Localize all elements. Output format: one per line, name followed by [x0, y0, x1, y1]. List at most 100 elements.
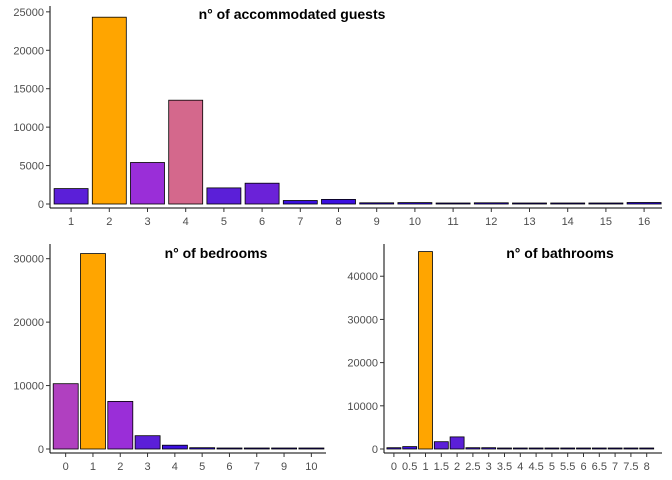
- y-tick-label: 10000: [347, 401, 378, 413]
- x-tick-label: 6: [259, 216, 265, 228]
- y-tick-label: 30000: [13, 254, 44, 266]
- y-tick-label: 30000: [347, 314, 378, 326]
- bar: [544, 447, 560, 450]
- x-tick-label: 0: [63, 461, 69, 473]
- x-tick-label: 7: [297, 216, 303, 228]
- x-tick-label: 8: [644, 461, 650, 473]
- panel-bedrooms: n° of bedrooms 0 10000 20000 30000 0 1 2 3 4 5 6 7 9…: [13, 244, 326, 473]
- panel-accommodated-guests: n° of accommodated guests 0 5000 10000 1500…: [13, 6, 662, 228]
- x-tick-label: 4.5: [528, 461, 543, 473]
- bar: [397, 202, 433, 205]
- bar: [497, 447, 512, 450]
- x-tick-label: 11: [447, 216, 458, 228]
- panel-bathrooms: n° of bathrooms 0 10000 20000 30000 40000 0 0.…: [347, 244, 662, 473]
- bar: [53, 188, 89, 205]
- bar: [560, 447, 576, 450]
- panel-title: n° of accommodated guests: [199, 6, 386, 22]
- y-tick-label: 10000: [13, 381, 44, 393]
- x-tick-label: 4: [183, 216, 189, 228]
- x-tick-label: 10: [305, 461, 317, 473]
- x-tick-label: 1: [68, 216, 74, 228]
- bar: [321, 198, 356, 205]
- x-tick-label: 7: [254, 461, 260, 473]
- x-tick-label: 4: [517, 461, 523, 473]
- bar: [206, 187, 242, 205]
- panel-title: n° of bathrooms: [506, 245, 614, 261]
- x-tick-label: 9: [374, 216, 380, 228]
- x-tick-label: 5.5: [560, 461, 575, 473]
- y-tick-label: 20000: [13, 317, 44, 329]
- x-tick-label: 16: [638, 216, 650, 228]
- bar: [386, 447, 402, 450]
- x-tick-label: 10: [409, 216, 421, 228]
- x-tick-label: 2: [106, 216, 112, 228]
- bar: [623, 447, 639, 450]
- x-tick-label: 13: [523, 216, 535, 228]
- bar: [528, 447, 544, 450]
- bar: [216, 447, 243, 450]
- bar: [271, 447, 298, 450]
- bar: [359, 202, 395, 205]
- x-tick-label: 12: [485, 216, 497, 228]
- y-tick-label: 20000: [13, 45, 44, 57]
- x-tick-label: 2.5: [465, 461, 480, 473]
- bar: [298, 447, 325, 450]
- bar: [107, 400, 134, 450]
- bar: [134, 435, 161, 450]
- x-tick-label: 2: [454, 461, 460, 473]
- bar: [161, 444, 188, 450]
- bar: [465, 447, 481, 450]
- bar: [473, 202, 509, 205]
- y-tick-label: 5000: [20, 161, 44, 173]
- bar: [449, 436, 465, 450]
- bar: [512, 447, 528, 450]
- x-tick-label: 6.5: [592, 461, 607, 473]
- y-tick-label: 0: [38, 199, 44, 211]
- x-tick-label: 2: [117, 461, 123, 473]
- x-tick-label: 6: [580, 461, 586, 473]
- bar: [607, 447, 623, 450]
- x-tick-label: 7.5: [623, 461, 638, 473]
- x-tick-label: 1: [422, 461, 428, 473]
- bar: [550, 202, 586, 205]
- x-tick-label: 7: [612, 461, 618, 473]
- y-tick-label: 15000: [13, 84, 44, 96]
- bar: [626, 202, 662, 205]
- x-tick-label: 1: [90, 461, 96, 473]
- bar: [481, 447, 497, 450]
- x-tick-label: 14: [562, 216, 574, 228]
- bar: [189, 447, 216, 450]
- panel-title: n° of bedrooms: [165, 245, 268, 261]
- y-tick-label: 10000: [13, 122, 44, 134]
- y-tick-label: 0: [372, 444, 378, 456]
- y-tick-label: 40000: [347, 271, 378, 283]
- bar: [130, 162, 165, 205]
- x-tick-label: 0: [391, 461, 397, 473]
- bar: [512, 202, 547, 205]
- bar: [435, 202, 471, 205]
- x-tick-label: 1.5: [434, 461, 449, 473]
- bar: [418, 251, 433, 450]
- bar: [402, 446, 418, 450]
- x-tick-label: 6: [226, 461, 232, 473]
- bar: [433, 441, 449, 450]
- x-tick-label: 0.5: [402, 461, 417, 473]
- x-tick-label: 3.5: [497, 461, 512, 473]
- x-tick-label: 9: [281, 461, 287, 473]
- bar: [52, 383, 79, 450]
- y-tick-label: 25000: [13, 7, 44, 19]
- bar: [168, 99, 204, 205]
- bar: [591, 447, 607, 450]
- bar: [639, 447, 655, 450]
- x-tick-label: 15: [600, 216, 612, 228]
- x-tick-label: 5: [221, 216, 227, 228]
- bar: [576, 447, 591, 450]
- x-tick-label: 5: [549, 461, 555, 473]
- x-tick-label: 4: [172, 461, 178, 473]
- bar: [244, 182, 280, 205]
- y-tick-label: 0: [38, 444, 44, 456]
- bar: [80, 253, 106, 450]
- x-tick-label: 8: [335, 216, 341, 228]
- x-tick-label: 3: [144, 216, 150, 228]
